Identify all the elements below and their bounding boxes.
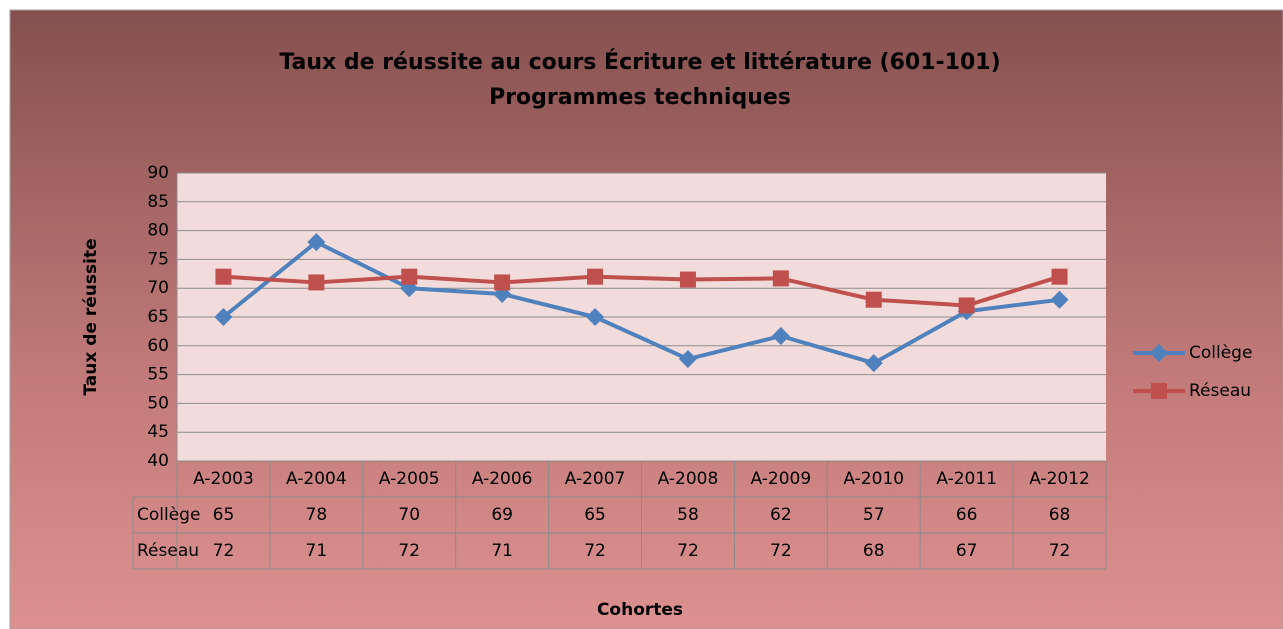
chart-subtitle: Programmes techniques: [489, 85, 791, 110]
table-value: 71: [306, 541, 328, 561]
marker: [1050, 290, 1069, 309]
table-value: 65: [584, 505, 606, 525]
marker: [679, 271, 696, 288]
y-tick-label: 65: [147, 307, 169, 327]
table-row-label: Réseau: [137, 541, 199, 561]
marker: [864, 354, 883, 373]
y-tick-label: 70: [147, 278, 169, 298]
y-tick-label: 85: [147, 192, 169, 212]
x-tick-label: A-2005: [379, 469, 440, 489]
legend-label: Réseau: [1189, 381, 1251, 401]
x-axis-label: Cohortes: [597, 600, 683, 620]
table-value: 72: [398, 541, 420, 561]
y-tick-label: 75: [147, 249, 169, 269]
table-value: 58: [677, 505, 699, 525]
table-value: 72: [770, 541, 792, 561]
marker: [307, 233, 326, 252]
table-value: 71: [491, 541, 513, 561]
y-tick-label: 60: [147, 336, 169, 356]
marker: [214, 308, 233, 326]
x-tick-label: A-2007: [565, 469, 626, 489]
x-tick-label: A-2008: [658, 469, 719, 489]
table-value: 72: [584, 541, 606, 561]
x-tick-label: A-2006: [472, 469, 533, 489]
y-axis-label: Taux de réussite: [81, 238, 101, 395]
marker: [215, 268, 232, 285]
y-tick-label: 40: [147, 451, 169, 471]
marker: [772, 270, 789, 287]
legend-marker: [1150, 344, 1168, 362]
x-tick-label: A-2010: [843, 469, 904, 489]
x-tick-label: A-2011: [936, 469, 997, 489]
table-value: 72: [213, 541, 235, 561]
table-value: 72: [1049, 541, 1071, 561]
marker: [678, 350, 697, 369]
marker: [958, 297, 975, 314]
series-line: [222, 240, 1060, 366]
marker: [771, 327, 790, 346]
marker: [494, 274, 511, 291]
y-tick-label: 90: [147, 163, 169, 183]
y-tick-label: 55: [147, 365, 169, 385]
y-tick-label: 50: [147, 393, 169, 413]
x-tick-label: A-2003: [193, 469, 254, 489]
x-tick-label: A-2012: [1029, 469, 1090, 489]
table-value: 62: [770, 505, 792, 525]
marker: [308, 274, 325, 291]
legend-label: Collège: [1189, 343, 1252, 363]
table-value: 67: [956, 541, 978, 561]
table-row-label: Collège: [137, 505, 200, 525]
legend-marker: [1151, 383, 1167, 399]
table-value: 72: [677, 541, 699, 561]
y-tick-label: 80: [147, 221, 169, 241]
marker: [401, 268, 418, 285]
table-value: 68: [863, 541, 885, 561]
x-tick-label: A-2004: [286, 469, 347, 489]
marker: [587, 268, 604, 285]
marker: [586, 308, 605, 326]
marker: [865, 291, 882, 308]
table-value: 69: [491, 505, 513, 525]
table-value: 68: [1049, 505, 1071, 525]
table-value: 57: [863, 505, 885, 525]
table-value: 66: [956, 505, 978, 525]
chart-title: Taux de réussite au cours Écriture et li…: [279, 49, 1000, 75]
y-tick-label: 45: [147, 422, 169, 442]
marker: [1051, 268, 1068, 285]
series-line: [223, 274, 1061, 308]
table-value: 70: [398, 505, 420, 525]
table-value: 78: [306, 505, 328, 525]
x-tick-label: A-2009: [751, 469, 812, 489]
table-value: 65: [213, 505, 235, 525]
